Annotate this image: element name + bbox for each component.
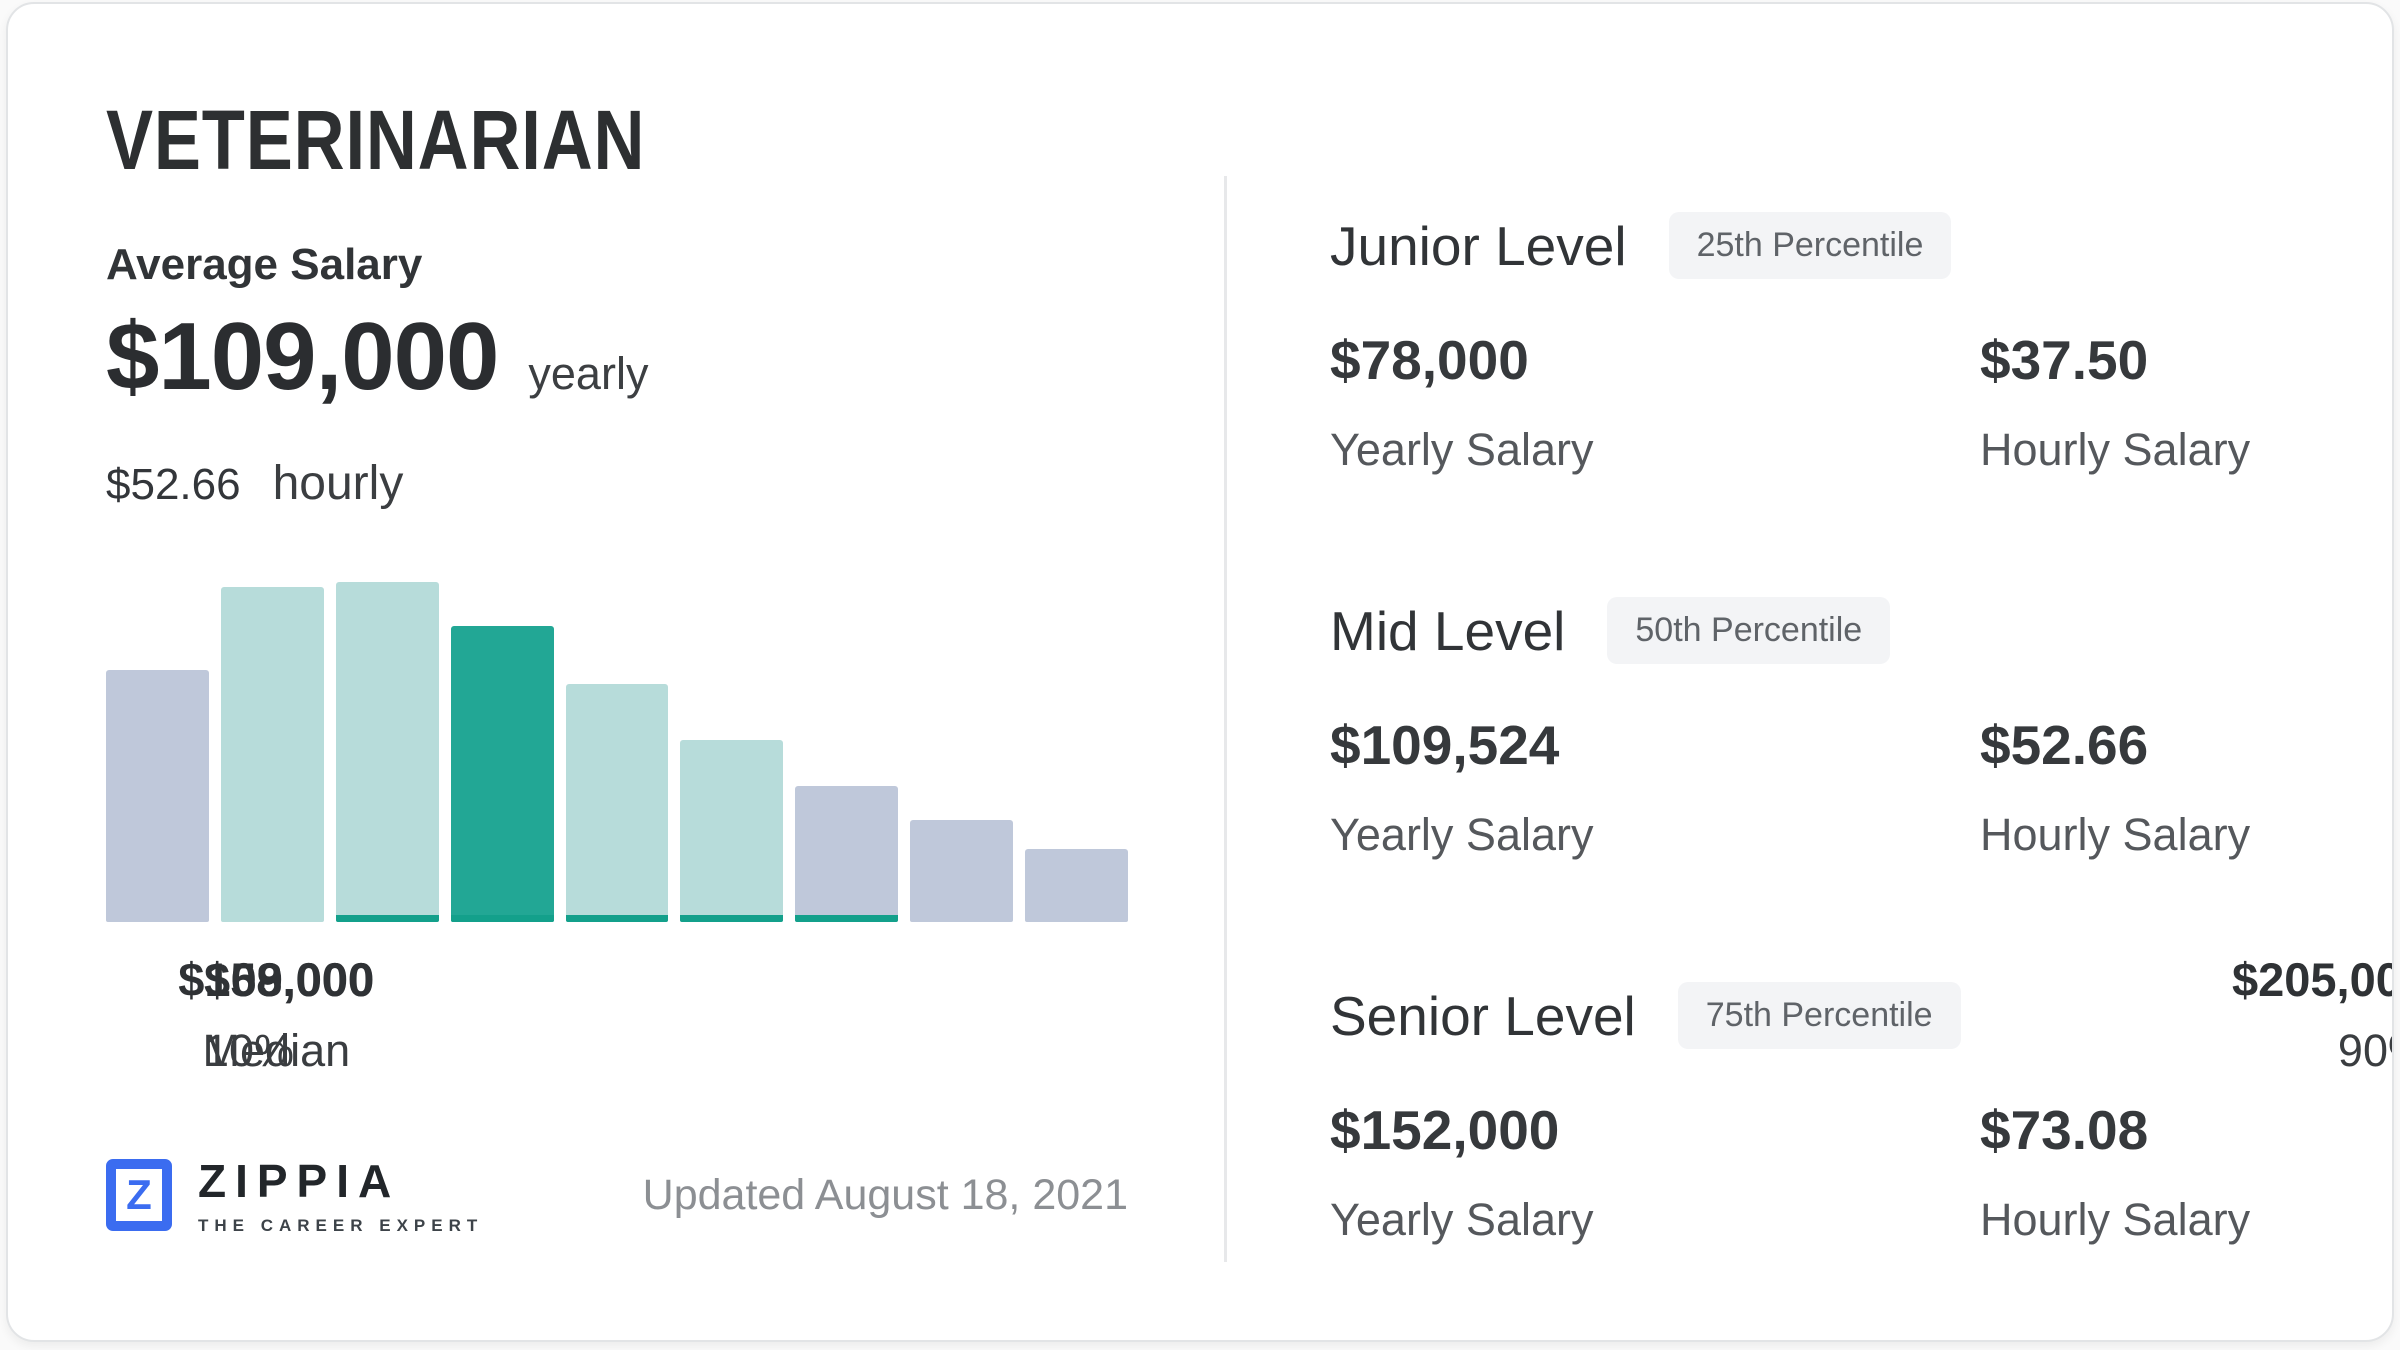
senior-hourly-label: Hourly Salary — [1980, 1194, 2251, 1245]
card-footer: Z ZIPPIA THE CAREER EXPERT Updated Augus… — [106, 1154, 1128, 1236]
zippia-z-icon: Z — [106, 1159, 172, 1231]
histogram-bar-underline — [450, 915, 554, 922]
mid-percentile-badge: 50th Percentile — [1607, 597, 1891, 664]
junior-heading-row: Junior Level 25th Percentile — [1330, 212, 2330, 279]
average-hourly-unit: hourly — [272, 457, 404, 510]
junior-level-title: Junior Level — [1330, 214, 1627, 277]
average-salary-heading: Average Salary — [106, 240, 423, 289]
level-section-senior: Senior Level 75th Percentile $152,000 Ye… — [1330, 982, 2330, 1312]
level-section-mid: Mid Level 50th Percentile $109,524 Yearl… — [1330, 597, 2330, 927]
salary-histogram — [106, 582, 1129, 922]
histogram-axis-labels: $58,000 10% $109,000 Median $205,000 90% — [106, 952, 2392, 1077]
mid-hourly-value: $52.66 — [1980, 714, 2149, 776]
mid-level-title: Mid Level — [1330, 599, 1566, 662]
histogram-bar-underline — [335, 915, 439, 922]
senior-hourly-stat: $73.08 Hourly Salary — [1980, 1098, 2250, 1246]
salary-card: VETERINARIAN Average Salary $109,000 yea… — [6, 2, 2394, 1342]
p10-caption: 10% — [204, 1025, 295, 1076]
senior-level-title: Senior Level — [1330, 984, 1636, 1047]
junior-hourly-label: Hourly Salary — [1980, 424, 2251, 475]
histogram-bar-underline — [680, 915, 784, 922]
average-yearly-row: $109,000 yearly — [106, 302, 648, 412]
mid-yearly-value: $109,524 — [1330, 714, 1560, 776]
senior-yearly-label: Yearly Salary — [1330, 1194, 1594, 1245]
median-value: $109,000 — [178, 953, 375, 1006]
p90-caption: 90% — [2337, 1025, 2392, 1076]
junior-hourly-value: $37.50 — [1980, 329, 2149, 391]
histogram-bar — [220, 587, 324, 922]
zippia-z-glyph: Z — [126, 1171, 152, 1218]
histogram-bar-underline — [565, 915, 669, 922]
senior-percentile-badge: 75th Percentile — [1677, 982, 1961, 1049]
senior-hourly-value: $73.08 — [1980, 1099, 2149, 1161]
axis-label-p90: $205,000 90% — [1428, 952, 2392, 1340]
mid-hourly-label: Hourly Salary — [1980, 809, 2251, 860]
histogram-bar — [1025, 848, 1129, 922]
level-section-junior: Junior Level 25th Percentile $78,000 Yea… — [1330, 212, 2330, 542]
zippia-wordmark: ZIPPIA — [198, 1155, 401, 1207]
histogram-bar — [680, 740, 784, 922]
zippia-tagline: THE CAREER EXPERT — [198, 1216, 484, 1235]
zippia-wordmark-block: ZIPPIA THE CAREER EXPERT — [198, 1154, 483, 1236]
mid-heading-row: Mid Level 50th Percentile — [1330, 597, 2330, 664]
average-hourly-row: $52.66 hourly — [106, 456, 403, 511]
zippia-logo: Z ZIPPIA THE CAREER EXPERT — [106, 1154, 483, 1236]
histogram-bar — [450, 626, 554, 922]
median-caption: Median — [202, 1025, 351, 1076]
axis-label-median: $109,000 Median — [106, 952, 447, 1077]
updated-date: Updated August 18, 2021 — [642, 1170, 1128, 1219]
mid-hourly-stat: $52.66 Hourly Salary — [1980, 713, 2250, 861]
junior-yearly-label: Yearly Salary — [1330, 424, 1594, 475]
average-yearly-unit: yearly — [528, 348, 649, 399]
right-pane: Junior Level 25th Percentile $78,000 Yea… — [1330, 4, 2330, 1340]
left-pane: VETERINARIAN Average Salary $109,000 yea… — [106, 4, 2392, 1340]
junior-hourly-stat: $37.50 Hourly Salary — [1980, 328, 2250, 476]
junior-percentile-badge: 25th Percentile — [1668, 212, 1952, 279]
axis-label-p10: $58,000 10% — [204, 952, 1226, 1340]
histogram-bar-underline — [795, 915, 899, 922]
mid-yearly-label: Yearly Salary — [1330, 809, 1594, 860]
histogram-bar — [335, 582, 439, 922]
junior-yearly-stat: $78,000 Yearly Salary — [1330, 328, 1593, 476]
average-hourly-value: $52.66 — [106, 460, 241, 509]
histogram-bar — [106, 670, 209, 922]
histogram-bar — [795, 786, 899, 922]
vertical-divider — [1224, 176, 1227, 1262]
page-title: VETERINARIAN — [106, 93, 646, 187]
junior-yearly-value: $78,000 — [1330, 329, 1529, 391]
average-yearly-value: $109,000 — [106, 303, 499, 410]
senior-yearly-stat: $152,000 Yearly Salary — [1330, 1098, 1593, 1246]
histogram-bar — [910, 820, 1014, 922]
histogram-bar — [565, 684, 669, 922]
p10-value: $58,000 — [204, 953, 374, 1006]
senior-yearly-value: $152,000 — [1330, 1099, 1560, 1161]
p90-value: $205,000 — [2231, 953, 2392, 1006]
senior-heading-row: Senior Level 75th Percentile — [1330, 982, 2330, 1049]
mid-yearly-stat: $109,524 Yearly Salary — [1330, 713, 1593, 861]
